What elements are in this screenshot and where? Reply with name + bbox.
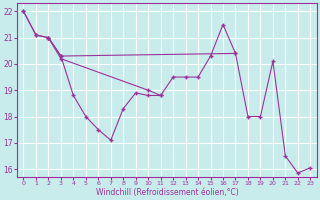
- X-axis label: Windchill (Refroidissement éolien,°C): Windchill (Refroidissement éolien,°C): [96, 188, 238, 197]
